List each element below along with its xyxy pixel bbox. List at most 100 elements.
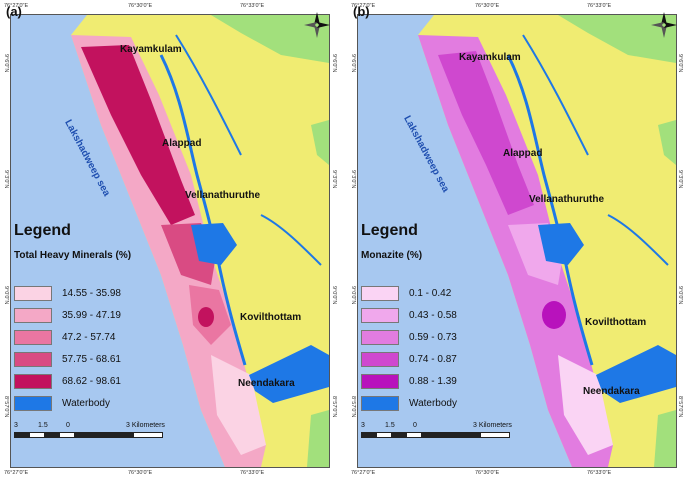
legend-swatch (361, 307, 399, 323)
tick-right-3: 9°0'0"N (677, 286, 683, 305)
legend-item-label: 0.43 - 0.58 (409, 309, 457, 321)
scale-label: 3 (14, 422, 18, 429)
scale-segment (376, 432, 392, 438)
tick-left-4: 8°57'0"N (3, 396, 9, 418)
vegetation-top (211, 15, 329, 63)
place-kovilthottam: Kovilthottam (585, 317, 647, 328)
legend-item: 0.59 - 0.73 (361, 329, 457, 345)
legend-title: Legend (361, 222, 418, 239)
tick-left-1: 9°6'0"N (350, 54, 356, 73)
scale-segment (44, 432, 60, 438)
scale-segment (59, 432, 75, 438)
legend-item-label: 0.88 - 1.39 (409, 375, 457, 387)
map-frame (357, 14, 677, 468)
scale-bar: 3 1.5 0 3 Kilometers (361, 422, 512, 446)
neendakara-lake (249, 345, 329, 403)
scale-segment (14, 432, 30, 438)
legend-swatch (361, 351, 399, 367)
tick-bottom-3: 76°33'0"E (240, 470, 265, 476)
place-vellanathuruthe: Vellanathuruthe (185, 190, 261, 201)
canal (260, 214, 322, 266)
scale-bar: 3 1.5 0 3 Kilometers (14, 422, 165, 446)
legend-swatch (14, 285, 52, 301)
legend-item: 68.62 - 98.61 (14, 373, 121, 389)
scale-segment (133, 432, 163, 438)
legend-swatch (14, 373, 52, 389)
legend-item: 47.2 - 57.74 (14, 329, 115, 345)
legend-item-label: 57.75 - 68.61 (62, 353, 121, 365)
tick-top-2: 76°30'0"E (128, 3, 153, 9)
vegetation-mid (311, 120, 329, 165)
canal (607, 214, 669, 266)
legend-item-label: Waterbody (409, 397, 457, 409)
legend-item: 35.99 - 47.19 (14, 307, 121, 323)
scale-label: 3 Kilometers (126, 422, 165, 429)
tick-bottom-3: 76°33'0"E (587, 470, 612, 476)
tick-top-3: 76°33'0"E (587, 3, 612, 9)
scale-segment (74, 432, 134, 438)
legend-subtitle: Monazite (%) (361, 250, 423, 261)
legend-item-label: 0.74 - 0.87 (409, 353, 457, 365)
backwater (159, 54, 247, 366)
vegetation-mid (658, 120, 676, 165)
place-neendakara: Neendakara (238, 378, 295, 389)
tick-bottom-1: 76°27'0"E (4, 470, 29, 476)
vegetation-bottom (654, 410, 676, 467)
map-panel-a: 76°27'0"E 76°30'0"E 76°33'0"E 76°27'0"E … (0, 0, 338, 481)
legend-swatch (14, 307, 52, 323)
vegetation-top (558, 15, 676, 63)
scale-label: 3 (361, 422, 365, 429)
legend-item: 0.74 - 0.87 (361, 351, 457, 367)
scale-segment (421, 432, 481, 438)
tick-left-1: 9°6'0"N (3, 54, 9, 73)
tick-right-1: 9°6'0"N (677, 54, 683, 73)
legend-item: Waterbody (361, 395, 457, 411)
place-vellanathuruthe: Vellanathuruthe (529, 194, 605, 205)
legend-item-label: Waterbody (62, 397, 110, 409)
scale-segment (480, 432, 510, 438)
mineral-zone-4 (558, 355, 613, 455)
legend-item: 0.88 - 1.39 (361, 373, 457, 389)
mineral-spot (198, 307, 214, 327)
north-arrow-icon (304, 12, 330, 38)
legend-item: 14.55 - 35.98 (14, 285, 121, 301)
legend-item: 57.75 - 68.61 (14, 351, 121, 367)
place-kayamkulam: Kayamkulam (120, 44, 182, 55)
tick-top-3: 76°33'0"E (240, 3, 265, 9)
vegetation-bottom (307, 410, 329, 467)
legend-swatch (14, 395, 52, 411)
scale-label: 0 (66, 422, 70, 429)
tick-bottom-2: 76°30'0"E (128, 470, 153, 476)
legend-item-label: 35.99 - 47.19 (62, 309, 121, 321)
legend-swatch (361, 285, 399, 301)
legend-item: 0.43 - 0.58 (361, 307, 457, 323)
tick-bottom-2: 76°30'0"E (475, 470, 500, 476)
scale-segment (391, 432, 407, 438)
scale-segment (406, 432, 422, 438)
legend-item-label: 0.59 - 0.73 (409, 331, 457, 343)
mineral-spot (542, 301, 566, 329)
tick-right-4: 8°57'0"N (331, 396, 337, 418)
tick-right-4: 8°57'0"N (677, 396, 683, 418)
legend-swatch (14, 329, 52, 345)
legend-item-label: 0.1 - 0.42 (409, 287, 452, 299)
scale-label: 0 (413, 422, 417, 429)
panel-label: (a) (6, 4, 22, 19)
mineral-zone-2 (81, 45, 195, 225)
legend-item-label: 14.55 - 35.98 (62, 287, 121, 299)
tick-left-3: 9°0'0"N (3, 286, 9, 305)
river (522, 34, 589, 156)
legend-item: Waterbody (14, 395, 110, 411)
tick-right-3: 9°0'0"N (331, 286, 337, 305)
scale-label: 1.5 (385, 422, 395, 429)
mineral-zone-5 (211, 355, 266, 455)
tick-left-4: 8°57'0"N (350, 396, 356, 418)
tick-right-2: 9°3'0"N (677, 170, 683, 189)
legend-item-label: 68.62 - 98.61 (62, 375, 121, 387)
scale-segment (361, 432, 377, 438)
tick-top-1: 76°27'0"E (4, 3, 29, 9)
tick-right-1: 9°6'0"N (331, 54, 337, 73)
legend-subtitle: Total Heavy Minerals (%) (14, 250, 132, 261)
map-frame (10, 14, 330, 468)
north-arrow-icon (651, 12, 677, 38)
